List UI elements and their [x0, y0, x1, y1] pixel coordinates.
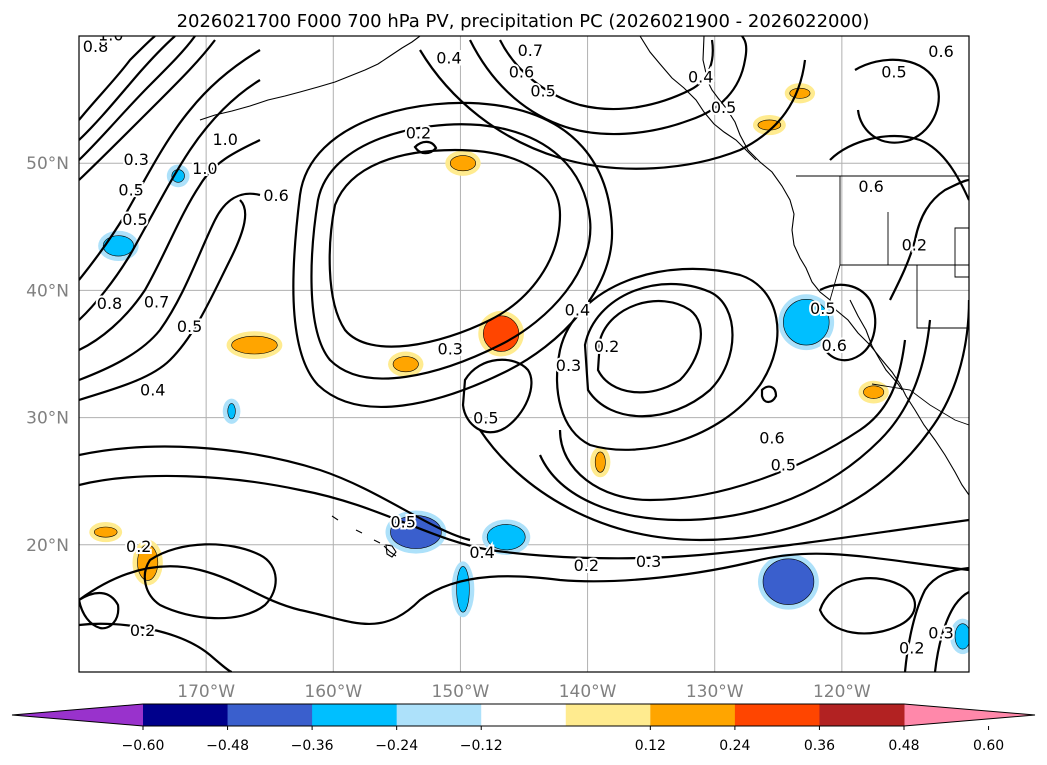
longitude-tick-label: 120°W: [813, 682, 871, 702]
contour-value-label: 0.2: [406, 123, 431, 142]
contour-value-label: 0.5: [177, 317, 202, 336]
precip-patch: [228, 404, 236, 419]
colorbar-tick-label: −0.60: [122, 738, 165, 754]
longitude-tick-label: 150°W: [432, 682, 490, 702]
precip-patch: [103, 236, 134, 256]
precip-patch: [863, 386, 883, 399]
longitude-tick-labels: 170°W 160°W 150°W 140°W 130°W 120°W: [177, 682, 871, 702]
precip-patch: [790, 88, 810, 98]
contour-value-label: 0.3: [123, 150, 148, 169]
contour-value-label: 0.8: [97, 294, 122, 313]
contour-value-label: 0.4: [565, 300, 590, 319]
colorbar-tick-label: 0.48: [888, 738, 919, 754]
contour-value-label: 0.2: [574, 556, 599, 575]
longitude-tick-label: 160°W: [304, 682, 362, 702]
longitude-tick-label: 140°W: [559, 682, 617, 702]
contour-value-label: 0.6: [858, 177, 883, 196]
contour-value-label: 1.0: [212, 130, 237, 149]
contour-value-label: 0.4: [469, 543, 494, 562]
contour-value-label: 0.6: [822, 336, 847, 355]
colorbar: −0.60 −0.48 −0.36 −0.24 −0.12 0.12 0.24 0.36 0.4…: [12, 704, 1035, 754]
contour-value-label: 0.5: [810, 299, 835, 318]
precip-patch: [457, 566, 470, 612]
contour-value-label: 0.4: [436, 48, 461, 67]
contour-value-label: 0.7: [518, 41, 543, 60]
precip-patch: [232, 336, 278, 354]
contour-value-label: 0.5: [122, 210, 147, 229]
precip-patch: [393, 357, 418, 372]
colorbar-bin: [735, 704, 820, 726]
contour-value-label: 0.3: [556, 356, 581, 375]
latitude-tick-label: 50°N: [26, 154, 69, 174]
contour-value-label: 0.5: [771, 455, 796, 474]
colorbar-bin: [819, 704, 904, 726]
colorbar-tick-label: −0.36: [291, 738, 334, 754]
contour-value-label: 0.7: [144, 293, 169, 312]
contour-value-label: 0.5: [118, 181, 143, 200]
colorbar-tick-label: −0.24: [375, 738, 418, 754]
colorbar-tick-label: −0.12: [460, 738, 503, 754]
contour-value-label: 0.2: [126, 537, 151, 556]
contour-value-label: 0.5: [530, 81, 555, 100]
contour-value-label: 0.5: [390, 513, 415, 532]
contour-value-label: 0.3: [928, 623, 953, 642]
colorbar-bin: [312, 704, 397, 726]
longitude-tick-label: 170°W: [177, 682, 235, 702]
latitude-tick-label: 40°N: [26, 281, 69, 301]
colorbar-bin: [481, 704, 566, 726]
precip-patch: [595, 452, 605, 472]
contour-value-label: 0.3: [438, 340, 463, 359]
colorbar-bin: [397, 704, 482, 726]
colorbar-bin: [228, 704, 313, 726]
colorbar-upper-extension: [904, 704, 1035, 726]
contour-value-label: 0.5: [881, 62, 906, 81]
colorbar-tick-label: 0.24: [719, 738, 750, 754]
precip-patch: [94, 527, 117, 537]
colorbar-tick-label: 0.60: [973, 738, 1004, 754]
colorbar-bin: [650, 704, 735, 726]
contour-value-label: 0.3: [636, 552, 661, 571]
colorbar-tick-label: 0.36: [804, 738, 835, 754]
colorbar-tick-label: 0.12: [635, 738, 666, 754]
contour-value-label: 0.4: [140, 380, 165, 399]
colorbar-tick-label: −0.48: [206, 738, 249, 754]
contour-value-label: 0.4: [688, 67, 713, 86]
contour-value-label: 0.6: [759, 429, 784, 448]
contour-value-label: 0.5: [711, 98, 736, 117]
precip-patch: [450, 156, 475, 171]
latitude-tick-label: 20°N: [26, 536, 69, 556]
contour-value-label: 0.2: [902, 235, 927, 254]
contour-value-label: 1.0: [98, 26, 123, 45]
precip-patch: [763, 559, 814, 605]
longitude-tick-label: 130°W: [686, 682, 744, 702]
contour-value-label: 0.5: [473, 408, 498, 427]
colorbar-lower-extension: [12, 704, 143, 726]
contour-value-label: 0.2: [130, 621, 155, 640]
contour-value-label: 1.0: [192, 159, 217, 178]
colorbar-bin: [143, 704, 228, 726]
figure-title: 2026021700 F000 700 hPa PV, precipitatio…: [177, 11, 870, 32]
latitude-tick-labels: 20°N 30°N 40°N 50°N: [26, 154, 69, 556]
colorbar-bin: [566, 704, 651, 726]
contour-value-label: 0.6: [263, 186, 288, 205]
latitude-tick-label: 30°N: [26, 409, 69, 429]
pv-precip-map-figure: 2026021700 F000 700 hPa PV, precipitatio…: [0, 0, 1047, 765]
contour-value-label: 0.6: [928, 42, 953, 61]
precip-patch: [955, 624, 970, 649]
contour-value-label: 0.2: [899, 639, 924, 658]
contour-value-label: 0.6: [509, 62, 534, 81]
contour-value-label: 0.2: [594, 337, 619, 356]
